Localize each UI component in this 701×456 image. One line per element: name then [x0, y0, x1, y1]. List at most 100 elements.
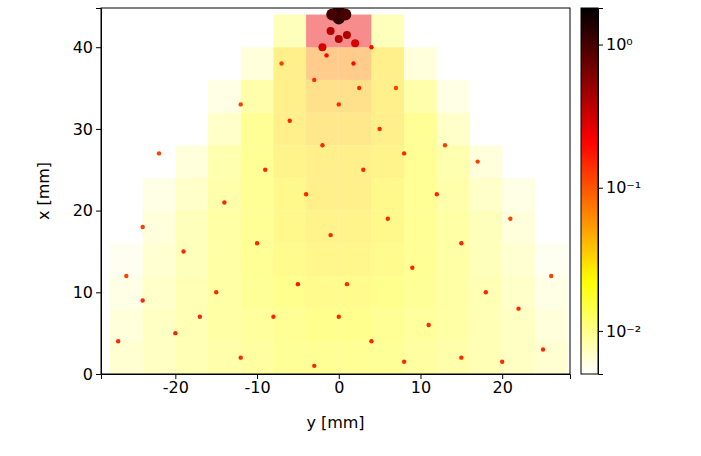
heatmap-cell [535, 341, 568, 374]
tick: 20 [493, 374, 513, 397]
tick: 40 [73, 38, 101, 57]
heatmap-cell [470, 276, 503, 309]
droplet [377, 127, 381, 131]
heatmap-cell [470, 178, 503, 211]
heatmap-cell [241, 145, 274, 178]
heatmap-cell [339, 341, 372, 374]
heatmap-cell [339, 80, 372, 113]
droplet [173, 331, 177, 335]
heatmap-cell [404, 80, 437, 113]
droplet [549, 274, 553, 278]
droplet [394, 86, 398, 90]
heatmap-cell [404, 47, 437, 80]
tick-label: 0 [334, 378, 344, 397]
heatmap-cell [241, 178, 274, 211]
heatmap-cell [371, 341, 404, 374]
heatmap-cell [502, 211, 535, 244]
heatmap-cell [502, 178, 535, 211]
droplet [459, 355, 463, 359]
heatmap-cell [241, 341, 274, 374]
tick-label: 20 [493, 378, 513, 397]
droplet [328, 233, 332, 237]
heatmap-cell [143, 211, 176, 244]
heatmap-cell [306, 243, 339, 276]
droplet [116, 339, 120, 343]
tick-label: 10 [73, 283, 93, 302]
droplet [402, 151, 406, 155]
droplet [312, 78, 316, 82]
droplet [361, 168, 365, 172]
heatmap-cell [241, 80, 274, 113]
x-axis: -20-1001020 [102, 374, 571, 397]
droplet [402, 360, 406, 364]
heatmap-cell [241, 243, 274, 276]
droplet [443, 143, 447, 147]
heatmap-cell [339, 145, 372, 178]
tick-mark [598, 188, 603, 189]
tick-label: 10 [411, 378, 431, 397]
heatmap-cell [175, 309, 208, 342]
heatmap-cell [273, 211, 306, 244]
heatmap-cell [273, 178, 306, 211]
heatmap-cell [273, 113, 306, 146]
droplet [508, 217, 512, 221]
heatmap-cell [273, 341, 306, 374]
heatmap-cell [339, 211, 372, 244]
tick-mark [96, 211, 101, 212]
droplet [435, 192, 439, 196]
heatmap-cell [371, 47, 404, 80]
heatmap-cell [241, 211, 274, 244]
heatmap-cell [437, 145, 470, 178]
tick: 0 [83, 365, 101, 384]
heatmap-cell [404, 243, 437, 276]
heatmap-cell [437, 276, 470, 309]
tick-mark [598, 331, 603, 332]
heatmap-cell [437, 211, 470, 244]
droplet [255, 241, 259, 245]
heatmap-cell [535, 276, 568, 309]
tick-label: 30 [73, 120, 93, 139]
tick-label: -10 [244, 378, 270, 397]
axis-title: y [mm] [306, 413, 364, 432]
droplet [459, 241, 463, 245]
droplet [263, 168, 267, 172]
tick: 20 [73, 201, 101, 220]
heatmap-cell [143, 276, 176, 309]
droplet [324, 53, 328, 57]
droplet [222, 200, 226, 204]
colorbar-axis: 10⁻²10⁻¹10⁰ [598, 9, 641, 375]
heatmap-cell [143, 178, 176, 211]
heatmap-cell [371, 80, 404, 113]
heatmap-cell [404, 341, 437, 374]
tick: -10 [244, 374, 270, 397]
heatmap-cell [404, 276, 437, 309]
heatmap-cell [371, 276, 404, 309]
heatmap-cell [306, 276, 339, 309]
heatmap-cell [404, 145, 437, 178]
droplet [181, 249, 185, 253]
tick: 10⁻¹ [598, 178, 641, 197]
droplet [296, 282, 300, 286]
heatmap-cell [502, 341, 535, 374]
heatmap-cell [371, 113, 404, 146]
heatmap-cell [175, 341, 208, 374]
heatmap-cell [339, 178, 372, 211]
droplet [337, 102, 341, 106]
heatmap-cell [175, 178, 208, 211]
droplet [345, 282, 349, 286]
heatmap-cell [437, 341, 470, 374]
heatmap-cell [175, 145, 208, 178]
droplet [239, 355, 243, 359]
heatmap-cell [371, 178, 404, 211]
heatmap-cell [502, 309, 535, 342]
heatmap-cell [535, 243, 568, 276]
droplet [337, 315, 341, 319]
heatmap-cell [339, 243, 372, 276]
heatmap-cell [143, 341, 176, 374]
plot-area [110, 8, 568, 374]
heatmap-cell [437, 243, 470, 276]
tick-label: 10⁻² [606, 322, 641, 341]
heatmap-cell [175, 211, 208, 244]
heatmap-cell [437, 80, 470, 113]
plot-frame [101, 8, 570, 374]
